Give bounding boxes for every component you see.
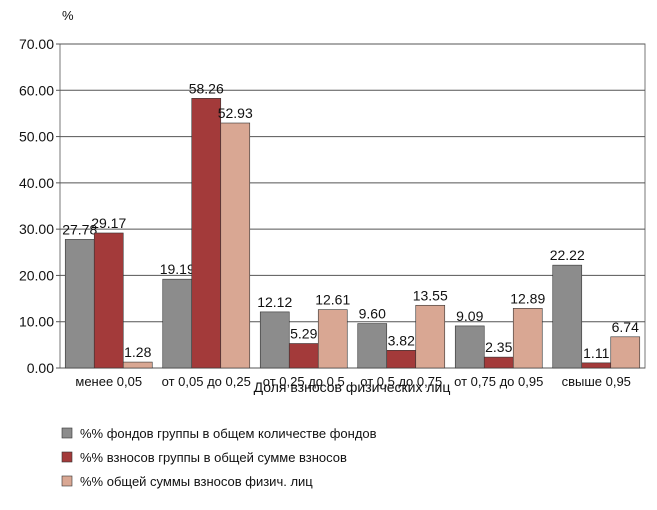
x-axis-label: Доля взносов физических лиц bbox=[254, 379, 451, 395]
x-tick-label: от 0,75 до 0,95 bbox=[454, 374, 543, 389]
data-label: 9.09 bbox=[456, 308, 483, 324]
y-tick-label: 60.00 bbox=[19, 82, 54, 98]
bar bbox=[610, 336, 641, 369]
bar bbox=[386, 350, 417, 369]
bar bbox=[512, 308, 543, 369]
y-tick-label: 30.00 bbox=[19, 221, 54, 237]
y-tick-label: 50.00 bbox=[19, 129, 54, 145]
y-tick-label: 10.00 bbox=[19, 314, 54, 330]
legend-swatch bbox=[61, 475, 73, 487]
data-label: 12.12 bbox=[257, 294, 292, 310]
bar bbox=[288, 343, 319, 369]
bar bbox=[357, 323, 388, 369]
data-label: 58.26 bbox=[189, 80, 224, 96]
legend-label: %% общей суммы взносов физич. лиц bbox=[80, 474, 313, 489]
y-tick-label: 40.00 bbox=[19, 175, 54, 191]
data-label: 13.55 bbox=[413, 287, 448, 303]
bar bbox=[317, 309, 348, 369]
x-tick-label: свыше 0,95 bbox=[562, 374, 631, 389]
y-tick-label: 0.00 bbox=[27, 360, 54, 376]
data-label: 29.17 bbox=[91, 215, 126, 231]
data-label: 19.19 bbox=[160, 261, 195, 277]
bar bbox=[415, 304, 446, 369]
data-label: 9.60 bbox=[359, 306, 386, 322]
bar bbox=[454, 325, 485, 369]
data-label: 2.35 bbox=[485, 339, 512, 355]
bar bbox=[259, 311, 290, 369]
data-label: 52.93 bbox=[218, 105, 253, 121]
data-label: 22.22 bbox=[550, 247, 585, 263]
bar bbox=[122, 361, 153, 369]
bar bbox=[191, 98, 222, 369]
y-axis-label: % bbox=[62, 8, 74, 23]
x-tick-label: менее 0,05 bbox=[75, 374, 142, 389]
bar bbox=[581, 362, 612, 369]
bar bbox=[220, 122, 251, 369]
bar bbox=[162, 278, 193, 369]
bar bbox=[552, 264, 583, 369]
data-label: 27.78 bbox=[62, 221, 97, 237]
data-label: 12.61 bbox=[315, 292, 350, 308]
y-tick-label: 20.00 bbox=[19, 267, 54, 283]
legend-swatch bbox=[61, 427, 73, 439]
data-label: 1.28 bbox=[124, 344, 151, 360]
legend-label: %% фондов группы в общем количестве фонд… bbox=[80, 426, 377, 441]
data-label: 6.74 bbox=[612, 319, 639, 335]
x-tick-label: от 0,5 до 0,75 bbox=[360, 374, 442, 389]
legend-swatch bbox=[61, 451, 73, 463]
x-tick-label: от 0,05 до 0,25 bbox=[162, 374, 251, 389]
data-label: 5.29 bbox=[290, 326, 317, 342]
x-tick-label: от 0,25 до 0,5 bbox=[263, 374, 345, 389]
data-label: 1.11 bbox=[583, 345, 609, 361]
bar bbox=[93, 232, 124, 369]
data-label: 12.89 bbox=[510, 290, 545, 306]
legend-label: %% взносов группы в общей сумме взносов bbox=[80, 450, 347, 465]
plot-area bbox=[59, 43, 646, 369]
bar bbox=[64, 239, 95, 369]
data-label: 3.82 bbox=[388, 332, 415, 348]
y-tick-label: 70.00 bbox=[19, 36, 54, 52]
bar bbox=[483, 356, 514, 369]
